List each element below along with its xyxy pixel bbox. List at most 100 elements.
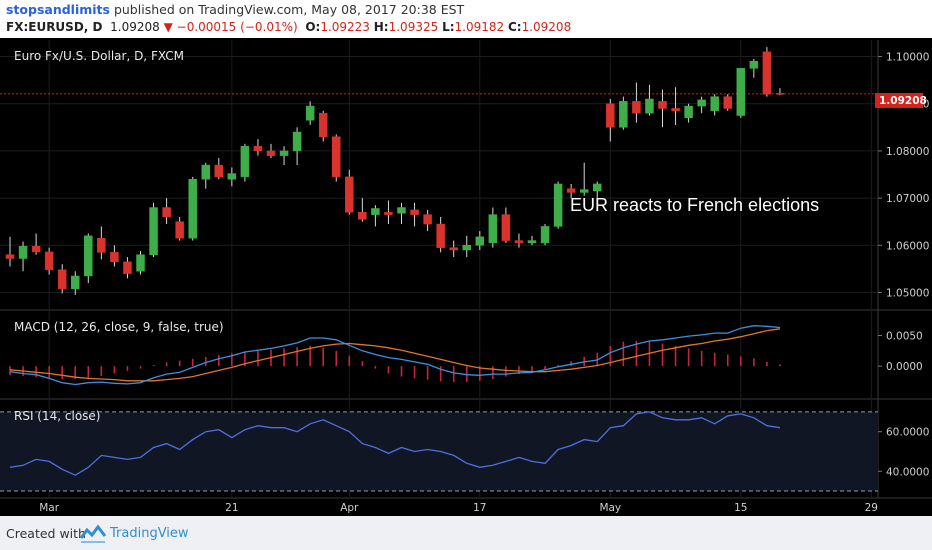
candle-body <box>540 226 550 244</box>
candle-body <box>736 68 746 116</box>
y-tick-label: 1.08000 <box>886 146 929 158</box>
chart-annotation: EUR reacts to French elections <box>570 195 819 215</box>
symbol-label: FX:EURUSD, D <box>6 20 103 34</box>
x-tick-label: 21 <box>225 502 238 514</box>
chart-area[interactable]: Mar21Apr17May15291.100001.090001.080001.… <box>0 38 932 516</box>
candle-body <box>619 101 628 128</box>
x-tick-label: 15 <box>734 502 747 514</box>
x-tick-label: 17 <box>473 502 486 514</box>
candle-body <box>606 103 615 128</box>
footer: Created with TradingView <box>0 516 932 550</box>
macd-pane-title: MACD (12, 26, close, 9, false, true) <box>14 320 224 334</box>
candle-body <box>214 164 224 178</box>
tradingview-logo-icon[interactable] <box>80 522 106 544</box>
rsi-line <box>9 411 781 476</box>
axes: Mar21Apr17May15291.100001.090001.080001.… <box>39 52 929 514</box>
y-tick-label: 1.07000 <box>886 193 929 205</box>
candle-body <box>71 275 80 289</box>
candle-body <box>462 245 471 251</box>
candle-body <box>632 101 641 114</box>
close-value: 1.09208 <box>521 20 572 34</box>
candle-body <box>475 236 485 246</box>
author-name[interactable]: stopsandlimits <box>6 2 110 17</box>
candle-body <box>240 145 250 178</box>
x-tick-label: May <box>599 502 621 514</box>
x-tick-label: Apr <box>340 502 359 514</box>
high-label: H: <box>373 20 389 34</box>
publish-info: published on TradingView.com, May 08, 20… <box>113 2 465 17</box>
candle-body <box>384 212 393 215</box>
candle-body <box>501 214 511 241</box>
rsi-y-tick-label: 60.0000 <box>886 427 929 439</box>
candle-body <box>579 189 589 193</box>
candle-body <box>266 150 276 156</box>
candle-body <box>358 212 367 220</box>
candle-body <box>162 207 171 218</box>
quote-line: FX:EURUSD, D 1.09208 ▼ −0.00015 (−0.01%)… <box>6 20 571 34</box>
macd-y-tick-label: 0.0000 <box>886 361 923 373</box>
candle-body <box>710 96 719 112</box>
candle-body <box>332 136 341 178</box>
open-value: 1.09223 <box>320 20 370 34</box>
open-label: O: <box>305 20 321 34</box>
candle-body <box>18 245 28 259</box>
rsi-y-tick-label: 40.0000 <box>886 466 929 478</box>
candle-body <box>5 254 15 259</box>
candle-body <box>410 209 419 215</box>
candle-body <box>253 145 263 152</box>
last-price-tag-label: 1.09208 <box>879 95 927 107</box>
candle-body <box>436 223 445 248</box>
low-value: 1.09182 <box>454 20 505 34</box>
x-tick-label: Mar <box>39 502 59 514</box>
signal-line <box>9 328 781 382</box>
created-with-label: Created with <box>6 526 86 541</box>
candle-body <box>553 183 563 227</box>
y-tick-label: 1.05000 <box>886 287 929 299</box>
candle-body <box>44 251 54 271</box>
close-label: C: <box>507 20 522 34</box>
tradingview-brand-link[interactable]: TradingView <box>110 526 189 541</box>
candle-body <box>684 105 693 119</box>
macd-line <box>9 325 781 386</box>
macd-indicator <box>9 325 781 386</box>
candle-body <box>449 247 458 251</box>
high-value: 1.09325 <box>388 20 439 34</box>
candle-body <box>566 188 576 193</box>
candle-body <box>749 60 759 69</box>
candle-body <box>110 252 119 263</box>
y-tick-label: 1.10000 <box>886 52 929 64</box>
candle-body <box>514 240 524 244</box>
candle-body <box>645 98 654 114</box>
price-candles <box>5 47 785 295</box>
x-tick-label: 29 <box>865 502 878 514</box>
y-tick-label: 1.06000 <box>886 240 929 252</box>
candle-body <box>775 93 785 95</box>
rsi-indicator <box>0 411 878 492</box>
candle-body <box>527 240 537 244</box>
macd-y-tick-label: 0.0050 <box>886 331 923 343</box>
publish-line: stopsandlimits published on TradingView.… <box>6 2 464 17</box>
low-label: L: <box>442 20 455 34</box>
candle-body <box>31 245 41 253</box>
down-arrow-icon: ▼ <box>163 20 173 34</box>
candle-body <box>397 207 406 214</box>
candle-body <box>292 131 302 152</box>
rsi-pane-title: RSI (14, close) <box>14 409 100 423</box>
candle-body <box>279 150 289 156</box>
last-price-tag <box>875 93 923 108</box>
candle-body <box>149 207 158 255</box>
candle-body <box>188 178 197 239</box>
candle-body <box>593 183 602 192</box>
price-change: −0.00015 (−0.01%) <box>176 20 298 34</box>
candle-body <box>762 51 772 95</box>
candle-body <box>136 254 145 272</box>
last-price: 1.09208 <box>110 20 160 34</box>
candle-body <box>201 164 210 180</box>
candle-body <box>488 214 498 244</box>
candle-body <box>57 269 67 289</box>
candle-body <box>723 96 732 109</box>
candle-body <box>671 108 680 112</box>
candle-body <box>84 235 93 277</box>
price-pane-title: Euro Fx/U.S. Dollar, D, FXCM <box>14 49 184 63</box>
candle-body <box>175 221 184 239</box>
